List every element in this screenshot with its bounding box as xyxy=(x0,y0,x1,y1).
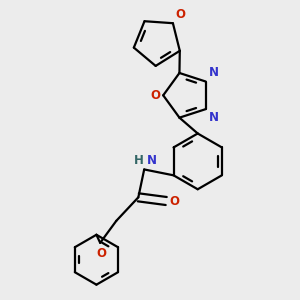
Text: N: N xyxy=(208,66,219,79)
Text: O: O xyxy=(150,89,160,102)
Text: H: H xyxy=(134,154,143,166)
Text: O: O xyxy=(96,247,106,260)
Text: O: O xyxy=(169,194,179,208)
Text: N: N xyxy=(208,111,219,124)
Text: O: O xyxy=(176,8,186,21)
Text: N: N xyxy=(146,154,156,166)
